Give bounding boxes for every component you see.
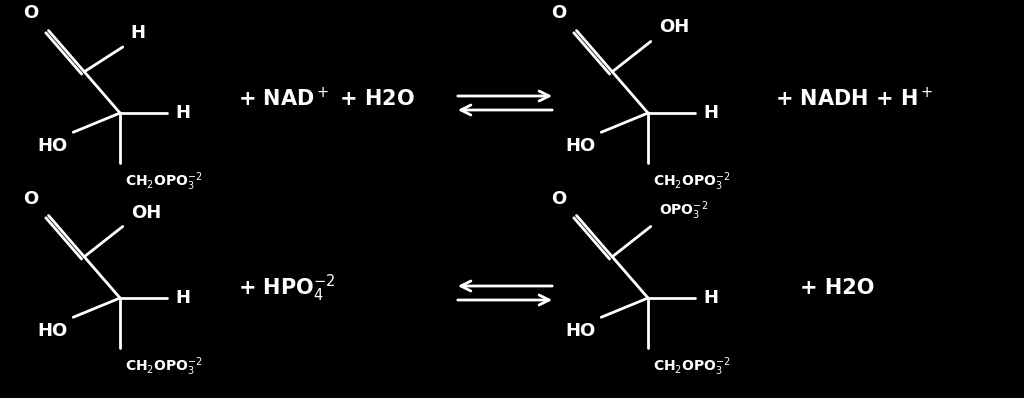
Text: CH$_2$OPO$_3^{-2}$: CH$_2$OPO$_3^{-2}$ <box>653 170 731 193</box>
Text: OH: OH <box>131 203 161 222</box>
Text: + NAD$^+$ + H2O: + NAD$^+$ + H2O <box>238 86 415 110</box>
Text: O: O <box>551 189 566 207</box>
Text: CH$_2$OPO$_3^{-2}$: CH$_2$OPO$_3^{-2}$ <box>125 355 203 378</box>
Text: HO: HO <box>565 322 595 340</box>
Text: O: O <box>24 189 39 207</box>
Text: O: O <box>551 4 566 23</box>
Text: H: H <box>176 289 190 307</box>
Text: H: H <box>131 24 145 42</box>
Text: HO: HO <box>37 322 68 340</box>
Text: OPO$_3^{-2}$: OPO$_3^{-2}$ <box>658 199 708 222</box>
Text: O: O <box>24 4 39 23</box>
Text: H: H <box>176 104 190 122</box>
Text: HO: HO <box>37 137 68 155</box>
Text: + NADH + H$^+$: + NADH + H$^+$ <box>775 86 933 110</box>
Text: OH: OH <box>658 18 689 37</box>
Text: CH$_2$OPO$_3^{-2}$: CH$_2$OPO$_3^{-2}$ <box>125 170 203 193</box>
Text: HO: HO <box>565 137 595 155</box>
Text: H: H <box>703 289 719 307</box>
Text: + HPO$_4^{-2}$: + HPO$_4^{-2}$ <box>238 272 336 304</box>
Text: + H2O: + H2O <box>800 278 874 298</box>
Text: H: H <box>703 104 719 122</box>
Text: CH$_2$OPO$_3^{-2}$: CH$_2$OPO$_3^{-2}$ <box>653 355 731 378</box>
